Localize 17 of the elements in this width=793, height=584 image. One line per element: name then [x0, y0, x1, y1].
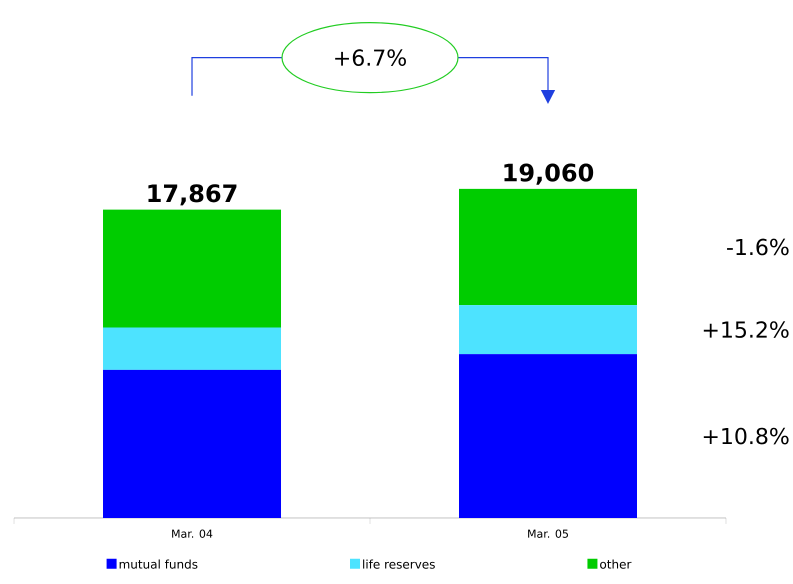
legend-label: mutual funds	[120, 559, 198, 569]
x-tick-label: Mar. 04	[172, 530, 212, 538]
x-tick-label: Mar. 05	[528, 530, 568, 538]
bar	[459, 188, 637, 306]
annotation: 19,060	[504, 163, 594, 185]
bar	[103, 370, 282, 518]
bar	[459, 354, 637, 518]
annotation: 17,867	[148, 184, 236, 206]
annotation: +10.8%	[704, 428, 789, 444]
legend-label: other	[600, 559, 632, 569]
bar	[103, 327, 282, 370]
text: -1.6%	[727, 238, 789, 256]
bar	[103, 210, 282, 328]
annotation: +15.2%	[704, 321, 789, 338]
bar	[459, 305, 637, 354]
legend-label: life reserves	[363, 559, 435, 569]
text: +6.7%	[335, 49, 406, 66]
